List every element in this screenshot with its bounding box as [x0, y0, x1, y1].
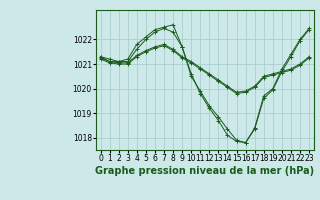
X-axis label: Graphe pression niveau de la mer (hPa): Graphe pression niveau de la mer (hPa): [95, 166, 314, 176]
